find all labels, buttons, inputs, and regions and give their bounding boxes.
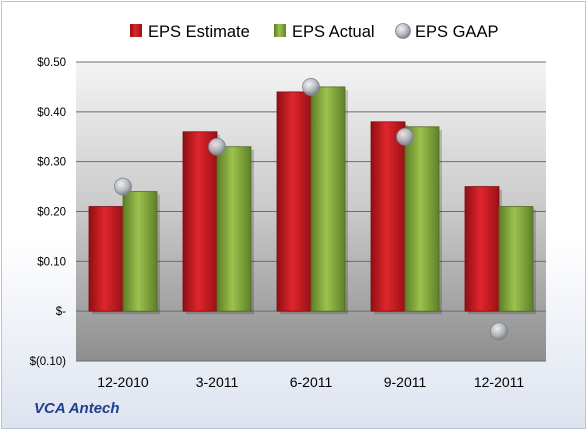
x-tick-label: 3-2011 [196,374,239,390]
legend: EPS Estimate EPS Actual EPS GAAP [130,23,498,41]
bar-eps-actual [122,191,158,312]
y-tick-label: $- [56,306,66,318]
x-axis-ticks: 12-2010 3-2011 6-2011 9-2011 12-2011 [97,374,524,390]
bar-eps-actual [310,86,346,312]
x-tick-label: 12-2010 [97,374,149,390]
bar-eps-actual [404,126,440,312]
x-tick-label: 6-2011 [290,374,333,390]
marker-eps-gaap [490,322,508,341]
bar-eps-actual [216,146,252,312]
y-tick-label: $(0.10) [30,356,67,368]
legend-swatch-estimate [130,24,142,37]
y-axis-ticks: $0.50 $0.40 $0.30 $0.20 $0.10 $- $(0.10) [30,57,67,368]
bar-eps-estimate [276,91,312,312]
legend-swatch-actual [274,24,286,37]
marker-eps-gaap [396,127,414,146]
bar-eps-estimate [88,206,124,312]
marker-eps-gaap [208,137,226,156]
y-tick-label: $0.40 [37,107,66,119]
bar-eps-actual [498,206,534,312]
bar-eps-estimate [370,121,406,312]
legend-label: EPS Actual [292,23,375,41]
bars [88,86,536,315]
gaap-markers [114,78,508,341]
legend-swatch-gaap [395,23,411,39]
y-tick-label: $0.50 [37,57,66,69]
marker-eps-gaap [302,78,320,96]
y-tick-label: $0.20 [37,207,66,219]
bar-eps-estimate [182,131,218,312]
marker-eps-gaap [114,177,132,196]
legend-label: EPS GAAP [415,23,498,41]
x-tick-label: 9-2011 [384,374,427,390]
y-tick-label: $0.30 [37,157,66,169]
legend-label: EPS Estimate [148,23,250,41]
bar-eps-estimate [464,186,500,312]
y-tick-label: $0.10 [37,256,66,268]
x-tick-label: 12-2011 [474,374,525,390]
company-name: VCA Antech [34,400,120,417]
